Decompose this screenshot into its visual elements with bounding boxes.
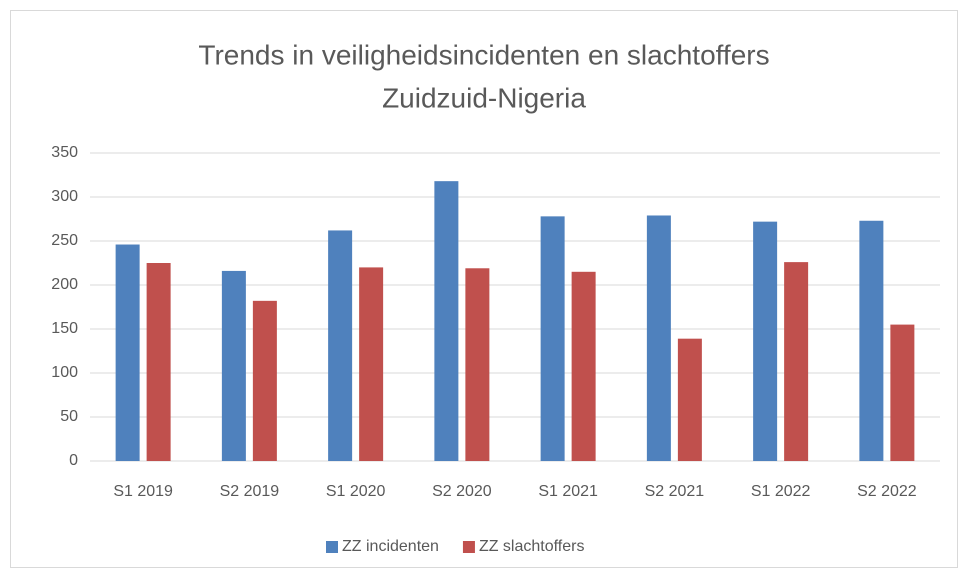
x-tick-label: S1 2022 — [751, 483, 811, 500]
legend-swatch — [462, 541, 475, 553]
bar — [328, 230, 353, 461]
bar — [434, 181, 459, 461]
bar — [115, 244, 140, 461]
y-tick-label: 350 — [51, 144, 78, 161]
bar — [571, 271, 596, 461]
bar — [890, 324, 915, 461]
x-tick-label: S2 2020 — [432, 483, 492, 500]
bar — [540, 216, 565, 461]
legend-label: ZZ incidenten — [342, 538, 439, 555]
y-tick-label: 50 — [60, 408, 78, 425]
bar — [465, 268, 490, 461]
bar — [146, 263, 171, 461]
x-tick-label: S1 2021 — [538, 483, 598, 500]
y-tick-label: 0 — [69, 452, 78, 469]
x-tick-label: S1 2020 — [326, 483, 386, 500]
bar — [753, 221, 778, 461]
y-tick-label: 200 — [51, 276, 78, 293]
bar — [677, 338, 702, 461]
y-tick-label: 100 — [51, 364, 78, 381]
bar — [859, 220, 884, 461]
y-tick-label: 150 — [51, 320, 78, 337]
x-tick-label: S2 2022 — [857, 483, 917, 500]
chart-title: Zuidzuid-Nigeria — [382, 82, 586, 113]
legend-label: ZZ slachtoffers — [479, 538, 585, 555]
bar — [221, 270, 246, 461]
x-tick-label: S2 2021 — [645, 483, 705, 500]
bar — [252, 300, 277, 461]
bar — [359, 267, 384, 461]
bar — [646, 215, 671, 461]
x-tick-label: S1 2019 — [113, 483, 173, 500]
x-tick-label: S2 2019 — [220, 483, 280, 500]
legend-swatch — [326, 541, 338, 553]
y-tick-label: 300 — [51, 188, 78, 205]
chart-title: Trends in veiligheidsincidenten en slach… — [198, 39, 769, 70]
bar — [784, 262, 809, 461]
y-tick-label: 250 — [51, 232, 78, 249]
